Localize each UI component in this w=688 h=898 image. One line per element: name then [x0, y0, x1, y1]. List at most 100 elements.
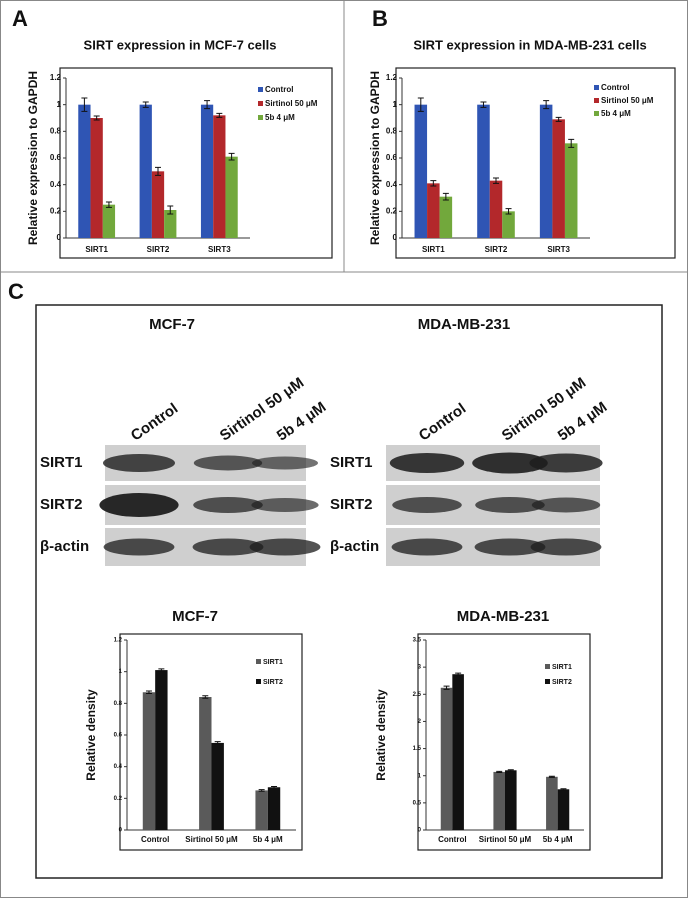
error-bar — [145, 690, 152, 695]
y-axis-label: Relative density — [84, 689, 98, 781]
error-bar — [507, 769, 514, 772]
bar — [199, 697, 212, 830]
legend-label: Control — [265, 85, 293, 94]
error-bar — [105, 201, 112, 208]
y-tick-label: 0.4 — [386, 180, 398, 189]
error-bar — [258, 789, 265, 792]
x-tick-label: Control — [438, 835, 466, 844]
y-tick-label: 2 — [418, 719, 422, 725]
y-tick-label: 0.4 — [114, 764, 123, 770]
error-bar — [167, 205, 174, 215]
x-tick-label: SIRT1 — [85, 245, 108, 254]
plot-frame — [417, 633, 591, 851]
bar — [427, 183, 440, 238]
blot-band — [474, 538, 546, 556]
legend-label: Sirtinol 50 μM — [601, 96, 654, 105]
error-bar — [442, 192, 449, 201]
plot-frame — [119, 633, 303, 851]
error-bar — [93, 115, 100, 121]
bar — [164, 210, 177, 238]
bar — [155, 670, 168, 830]
blot-band — [472, 452, 548, 474]
bar — [493, 771, 505, 830]
blot-band — [193, 455, 263, 471]
error-bar — [543, 100, 550, 110]
y-tick-label: 1 — [57, 100, 62, 109]
blot-band — [193, 497, 263, 513]
chart-title: MCF-7 — [172, 608, 218, 625]
bar — [564, 143, 578, 238]
error-bar — [202, 695, 209, 699]
panel-c-frame — [35, 304, 663, 879]
y-tick-label: 3 — [418, 665, 422, 671]
chart-title: SIRT expression in MDA-MB-231 cells — [413, 37, 646, 52]
bar — [440, 687, 453, 830]
bar — [452, 674, 464, 830]
y-tick-label: 1.2 — [114, 638, 123, 644]
legend-label: SIRT2 — [552, 679, 572, 686]
error-bar — [142, 101, 149, 108]
blot-band — [251, 498, 319, 512]
y-tick-label: 1 — [393, 100, 398, 109]
error-bar — [81, 97, 88, 112]
y-tick-label: 0.8 — [386, 126, 398, 135]
blot-band — [392, 497, 462, 513]
y-tick-label: 1.2 — [50, 73, 62, 82]
blot-row-label: β-actin — [330, 538, 379, 555]
y-tick-label: 3.5 — [413, 638, 422, 644]
error-bar — [568, 138, 575, 148]
error-bar — [228, 152, 235, 161]
y-tick-label: 0 — [393, 233, 398, 242]
legend-label: SIRT1 — [263, 659, 283, 666]
blot-row-label: β-actin — [40, 538, 89, 555]
error-bar — [548, 775, 555, 778]
bar — [211, 742, 224, 830]
legend-swatch — [258, 87, 263, 92]
y-tick-label: 1.2 — [386, 73, 398, 82]
plot-frame — [395, 67, 676, 259]
blot-band — [192, 538, 264, 556]
error-bar — [214, 741, 221, 745]
x-tick-label: 5b 4 μM — [253, 835, 283, 844]
legend-swatch — [594, 85, 599, 90]
y-tick-label: 0 — [57, 233, 62, 242]
x-tick-label: SIRT2 — [147, 245, 170, 254]
blot-title: MCF-7 — [149, 316, 195, 333]
legend-label: SIRT2 — [263, 679, 283, 686]
blot-row-label: SIRT2 — [330, 496, 373, 513]
bar — [255, 790, 268, 830]
legend-swatch — [258, 115, 263, 120]
y-tick-label: 1 — [418, 773, 422, 779]
plot-frame — [59, 67, 333, 259]
blot-row-label: SIRT2 — [40, 496, 83, 513]
bar — [267, 787, 281, 830]
bar — [213, 115, 226, 238]
bar — [200, 104, 214, 239]
y-tick-label: 0 — [418, 828, 422, 834]
legend-swatch — [256, 679, 261, 684]
error-bar — [480, 101, 487, 108]
panel-letter: A — [12, 6, 28, 31]
bar — [139, 104, 152, 239]
x-tick-label: SIRT3 — [547, 245, 570, 254]
y-axis-label: Relative expression to GAPDH — [26, 71, 40, 245]
error-bar — [496, 770, 503, 773]
bar — [546, 776, 558, 830]
error-bar — [493, 177, 499, 184]
legend-swatch — [258, 101, 263, 106]
error-bar — [158, 668, 165, 672]
bar — [557, 789, 570, 830]
y-tick-label: 0.6 — [50, 153, 62, 162]
legend-label: Sirtinol 50 μM — [265, 99, 318, 108]
error-bar — [155, 166, 161, 176]
bar — [539, 104, 553, 239]
y-tick-label: 0 — [119, 828, 123, 834]
y-tick-label: 0.2 — [114, 796, 123, 802]
x-tick-label: 5b 4 μM — [543, 835, 573, 844]
error-bar — [443, 685, 450, 690]
blot-band — [530, 538, 602, 556]
error-bar — [560, 788, 567, 791]
legend-label: Control — [601, 83, 629, 92]
blot-band — [531, 497, 601, 513]
